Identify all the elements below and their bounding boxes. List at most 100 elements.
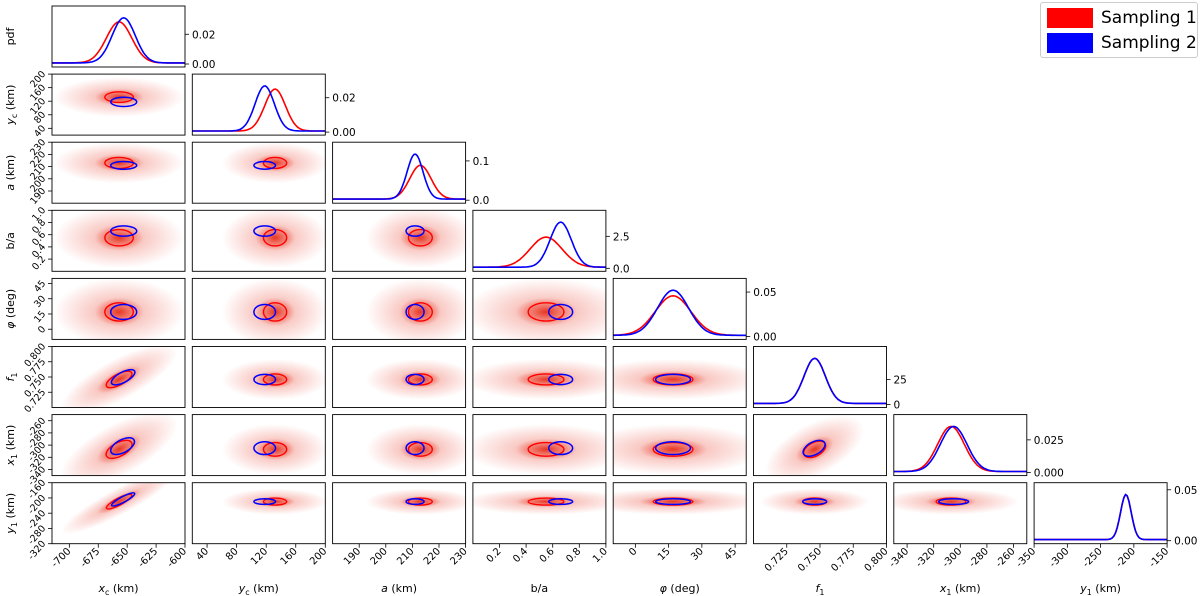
contour-sampling-2	[801, 498, 828, 506]
panel-frame	[51, 277, 186, 340]
panel-content	[760, 488, 870, 515]
density-core	[399, 224, 441, 251]
pdf-line-s2-f1	[753, 357, 887, 405]
panel-frame	[332, 141, 467, 204]
contour-sampling-2	[654, 373, 692, 386]
density-core	[255, 154, 295, 172]
panel-content	[613, 424, 747, 475]
contour-sampling-2	[109, 225, 138, 237]
diag-tick-label-a-0: 0.0	[473, 195, 490, 207]
ylabel-f1: f1	[4, 373, 19, 382]
panel-x1-vs-ba	[472, 414, 607, 477]
pdf-line-s2-y1	[1034, 493, 1168, 541]
panel-content	[893, 425, 1027, 473]
panel-frame	[51, 209, 186, 272]
panel-ba-vs-ba	[472, 209, 610, 272]
pdf-line-s2-ba	[472, 221, 606, 268]
contour-sampling-1	[407, 373, 433, 386]
contour-sampling-2	[405, 225, 425, 237]
diag-tick-label-yc-1: 0.02	[332, 93, 355, 105]
panel-f1-vs-f1	[753, 346, 891, 408]
xtick-label-yc-3: 160	[279, 546, 300, 567]
panel-content	[222, 488, 326, 515]
panel-frame	[753, 346, 887, 408]
ytick-label-phi-2: 30	[32, 294, 48, 310]
xtick-label-xc-2: -650	[107, 546, 131, 570]
density-core	[94, 297, 144, 327]
panel-ba-vs-yc	[191, 209, 326, 272]
panel-y1-vs-yc	[191, 482, 326, 548]
panel-frame	[332, 482, 467, 545]
diag-tick-label-phi-0: 0.00	[753, 331, 776, 343]
xtick-label-y1-4: -150	[1147, 546, 1171, 570]
panel-a-vs-yc	[191, 141, 326, 204]
panel-x1-vs-phi	[612, 414, 747, 477]
pdf-line-s1-x1	[893, 425, 1027, 473]
legend-item-sampling-1: Sampling 1	[1047, 7, 1197, 29]
legend-label-sampling-2: Sampling 2	[1101, 33, 1197, 53]
contour-sampling-1	[262, 441, 288, 457]
panel-content	[365, 278, 466, 340]
panel-x1-vs-yc	[191, 414, 326, 477]
panel-content	[52, 16, 185, 64]
ytick-label-phi-1: 15	[32, 309, 48, 325]
density-core	[639, 438, 708, 461]
panel-content	[222, 359, 326, 400]
xtick-label-phi-2: 30	[689, 546, 706, 563]
panel-content	[60, 414, 178, 476]
panel-y1-vs-xc	[48, 482, 186, 548]
panel-content	[472, 488, 606, 515]
xtick-label-phi-1: 15	[656, 546, 673, 563]
contour-sampling-2	[110, 492, 136, 507]
contour-sampling-2	[547, 440, 574, 456]
panel-a-vs-a	[332, 141, 470, 204]
contour-sampling-2	[547, 498, 574, 506]
ytick-label-ba-4: 1.0	[30, 205, 48, 224]
xlabel-yc: yc (km)	[238, 582, 279, 596]
ytick-label-phi-3: 45	[32, 278, 48, 294]
contour-sampling-1	[262, 302, 288, 322]
panel-frame	[332, 277, 467, 340]
panel-content	[222, 210, 326, 269]
panel-x1-vs-a	[332, 414, 467, 477]
panel-yc-vs-yc	[191, 73, 330, 136]
density-core	[794, 496, 836, 508]
xtick-label-f1-1: 0.750	[796, 546, 824, 574]
contour-sampling-2	[405, 498, 425, 506]
ylabel-y1: y1 (km)	[4, 493, 19, 535]
panel-frame	[191, 414, 326, 477]
contour-sampling-2	[405, 440, 425, 456]
xlabel-ba: b/a	[531, 582, 548, 595]
xtick-label-x1-1: -320	[914, 546, 938, 570]
panel-frame	[191, 209, 326, 272]
ylabel-a: a (km)	[4, 155, 17, 191]
xtick-label-yc-2: 120	[249, 546, 270, 567]
legend: Sampling 1 Sampling 2	[1040, 2, 1198, 58]
diag-tick-label-yc-0: 0.00	[332, 127, 355, 139]
panel-content	[60, 346, 178, 408]
panel-content	[222, 278, 326, 340]
panel-frame	[612, 346, 747, 408]
panel-content	[893, 488, 1020, 515]
panel-frame	[191, 346, 326, 408]
ytick-label-phi-0: 0	[36, 324, 48, 336]
panel-content	[753, 357, 887, 405]
panel-content	[365, 359, 466, 400]
ylabel-yc: yc (km)	[4, 85, 19, 126]
contour-sampling-2	[253, 225, 277, 237]
contour-sampling-1	[407, 302, 433, 322]
panel-frame	[472, 346, 607, 408]
pdf-line-s2-yc	[192, 85, 326, 132]
xtick-label-phi-3: 45	[722, 546, 739, 563]
xtick-label-ba-4: 1.0	[591, 546, 610, 565]
panel-a-vs-xc	[48, 141, 186, 204]
diag-tick-label-a-1: 0.1	[473, 156, 490, 168]
panel-content	[53, 142, 185, 184]
panel-frame	[51, 141, 186, 204]
panel-content	[765, 415, 865, 476]
contour-sampling-2	[405, 303, 425, 321]
contour-sampling-2	[405, 373, 425, 386]
diag-tick-label-y1-1: 0.05	[1174, 485, 1197, 497]
panel-frame	[893, 414, 1028, 477]
xlabel-x1: x1 (km)	[939, 582, 981, 596]
